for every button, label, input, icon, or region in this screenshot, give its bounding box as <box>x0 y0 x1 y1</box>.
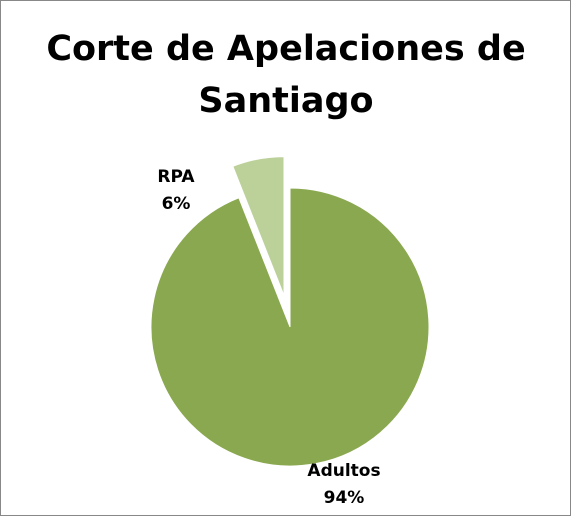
slice-label: RPA <box>157 167 195 187</box>
slice-label: Adultos <box>307 461 380 481</box>
slice-value-label: 94% <box>324 488 365 508</box>
slice-value-label: 6% <box>162 194 191 214</box>
pie-slice <box>150 187 430 467</box>
chart-title: Corte de Apelaciones de Santiago <box>46 29 526 121</box>
pie-slice <box>232 156 285 296</box>
